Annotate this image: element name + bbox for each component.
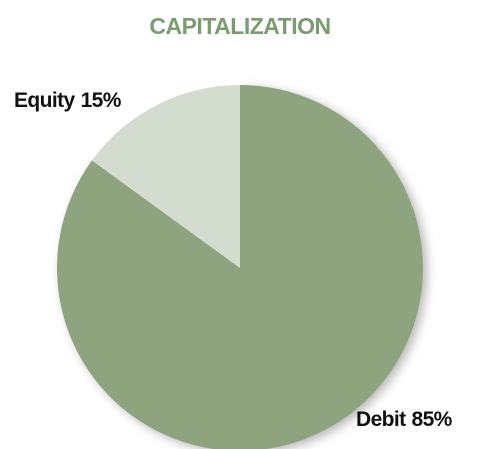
- category-label: Equity: [14, 89, 75, 112]
- pie: [57, 85, 423, 449]
- slice-label: Debit 85%: [356, 408, 453, 431]
- pie-slice: [57, 85, 423, 449]
- category-label: Debit: [356, 408, 406, 431]
- pie-slice: [91, 85, 240, 268]
- value-label: 85%: [412, 408, 453, 431]
- chart-title: CAPITALIZATION: [149, 13, 330, 39]
- slice-label: Equity 15%: [14, 89, 122, 112]
- value-label: 15%: [81, 89, 122, 112]
